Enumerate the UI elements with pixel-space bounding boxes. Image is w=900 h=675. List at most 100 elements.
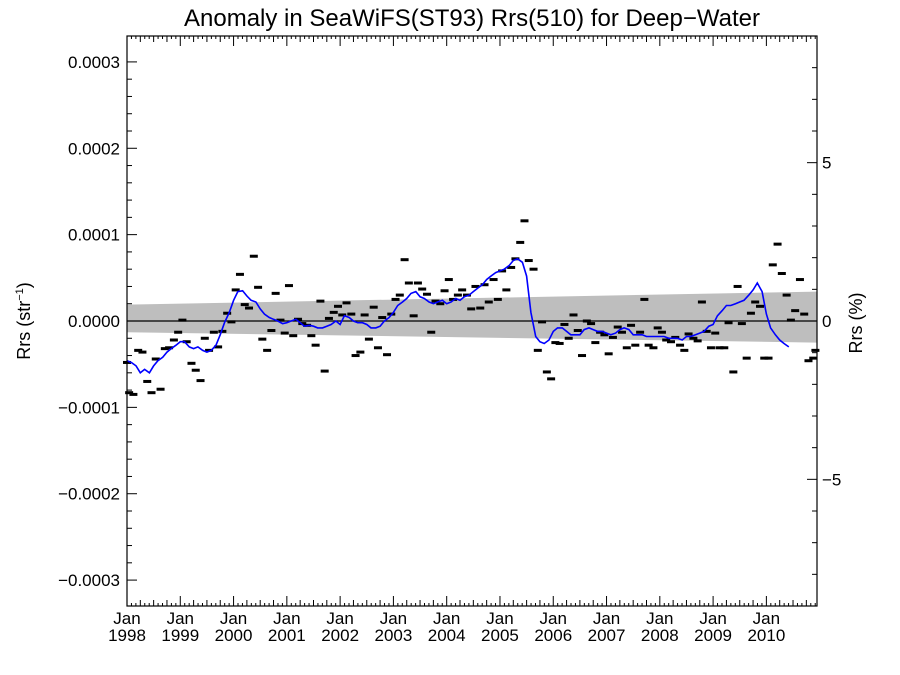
data-point [449, 297, 458, 301]
data-point [516, 240, 525, 244]
data-point [724, 321, 733, 325]
data-point [147, 391, 156, 395]
data-point [351, 354, 360, 358]
data-point [720, 346, 729, 350]
data-point [235, 272, 244, 276]
data-point [755, 304, 764, 308]
data-point [551, 341, 560, 345]
data-point [214, 345, 223, 349]
data-point [356, 350, 365, 354]
x-tick-label-year: 2005 [481, 626, 519, 645]
data-point [444, 278, 453, 282]
data-point [560, 322, 569, 326]
x-tick-label-month: Jan [753, 609, 780, 628]
data-point [662, 338, 671, 342]
data-point [395, 293, 404, 297]
x-tick-label-year: 2007 [588, 626, 626, 645]
data-point [333, 304, 342, 308]
data-point [596, 330, 605, 334]
data-point [600, 333, 609, 337]
data-point [737, 322, 746, 326]
x-tick-label-month: Jan [113, 609, 140, 628]
data-point [768, 263, 777, 267]
data-point [378, 316, 387, 320]
data-point [178, 318, 187, 322]
x-tick-label-month: Jan [326, 609, 353, 628]
data-point [165, 346, 174, 350]
data-point [263, 348, 272, 352]
data-point [622, 346, 631, 350]
confidence-band-area [127, 291, 817, 343]
data-point [209, 330, 218, 334]
confidence-band [127, 291, 817, 343]
data-point [653, 326, 662, 330]
data-point [489, 278, 498, 282]
x-tick-label-year: 2008 [641, 626, 679, 645]
data-point [160, 347, 169, 351]
data-point [480, 283, 489, 287]
data-point [294, 317, 303, 321]
data-point [458, 288, 467, 292]
data-point [471, 284, 480, 288]
data-point [169, 338, 178, 342]
data-point [320, 369, 329, 373]
data-point [436, 302, 445, 306]
data-point [182, 340, 191, 344]
data-point [657, 330, 666, 334]
data-point [138, 350, 147, 354]
data-point [547, 377, 556, 381]
data-point [484, 300, 493, 304]
data-point [684, 332, 693, 336]
data-point [742, 356, 751, 360]
data-point [676, 343, 685, 347]
data-point [578, 354, 587, 358]
data-point [693, 339, 702, 343]
x-tick-label-month: Jan [540, 609, 567, 628]
data-point [502, 288, 511, 292]
data-point [587, 322, 596, 326]
data-point [617, 330, 626, 334]
data-point [631, 343, 640, 347]
data-point [555, 341, 564, 345]
y-tick-label: 0.0000 [68, 312, 120, 331]
data-point [240, 303, 249, 307]
data-point [760, 356, 769, 360]
data-point [422, 292, 431, 296]
x-tick-label-month: Jan [167, 609, 194, 628]
x-tick-label-month: Jan [593, 609, 620, 628]
x-tick-label-month: Jan [486, 609, 513, 628]
data-point [271, 291, 280, 295]
data-point [289, 334, 298, 338]
data-point [520, 219, 529, 223]
x-tick-label-year: 1999 [161, 626, 199, 645]
data-point [791, 309, 800, 313]
y2-tick-label: 5 [822, 154, 831, 173]
data-point [418, 287, 427, 291]
data-point [187, 361, 196, 365]
data-point [413, 281, 422, 285]
data-point [342, 301, 351, 305]
data-point [613, 325, 622, 329]
y-tick-label: −0.0002 [58, 485, 120, 504]
y-axis-label: Rrs (str−1) [14, 282, 34, 360]
x-tick-label-month: Jan [220, 609, 247, 628]
data-point [324, 316, 333, 320]
data-point [538, 320, 547, 324]
data-point [777, 272, 786, 275]
data-point [711, 331, 720, 335]
data-point [267, 329, 276, 332]
data-point [129, 392, 138, 396]
data-point [329, 310, 338, 314]
data-point [702, 329, 711, 333]
data-point [276, 318, 285, 322]
data-point [804, 359, 813, 363]
data-point [134, 348, 143, 352]
data-point [196, 379, 205, 383]
x-tick-label-year: 2002 [321, 626, 359, 645]
data-point [467, 307, 476, 311]
x-tick-label-year: 2004 [428, 626, 466, 645]
x-tick-label-year: 2009 [694, 626, 732, 645]
x-axis-ticks: Jan1998Jan1999Jan2000Jan2001Jan2002Jan20… [108, 36, 816, 645]
data-point [809, 356, 818, 360]
data-point [636, 330, 645, 334]
